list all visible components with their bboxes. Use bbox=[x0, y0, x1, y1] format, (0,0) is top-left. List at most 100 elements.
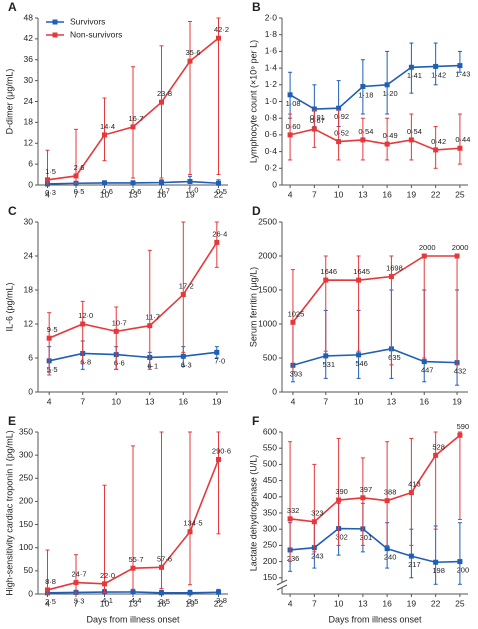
value-label: 1·08 bbox=[286, 99, 301, 108]
value-label: 17·2 bbox=[179, 282, 194, 291]
data-point bbox=[214, 239, 220, 245]
y-tick-label: 1·2 bbox=[265, 79, 278, 89]
y-axis-label: IL-6 (pg/mL) bbox=[4, 282, 14, 331]
data-point bbox=[433, 452, 439, 458]
legend-label: Survivors bbox=[70, 16, 105, 26]
value-label: 23·8 bbox=[157, 89, 172, 98]
x-tick-label: 4 bbox=[288, 598, 293, 608]
value-label: 1645 bbox=[353, 267, 370, 276]
data-point bbox=[102, 180, 107, 186]
data-point bbox=[113, 328, 119, 334]
data-point bbox=[287, 132, 293, 138]
y-tick-label: 2·0 bbox=[265, 12, 278, 22]
value-label: 546 bbox=[355, 359, 368, 368]
y-tick-label: 150 bbox=[263, 572, 277, 582]
data-point bbox=[408, 64, 414, 70]
y-tick-label: 30 bbox=[24, 216, 34, 226]
panel-label: D bbox=[252, 204, 261, 218]
data-point bbox=[73, 580, 79, 586]
axis-break bbox=[276, 579, 288, 586]
value-label: 0·60 bbox=[286, 122, 301, 131]
y-tick-label: 550 bbox=[263, 442, 277, 452]
y-tick-label: 24 bbox=[24, 250, 34, 260]
x-tick-label: 25 bbox=[455, 598, 465, 608]
series-line bbox=[49, 351, 217, 362]
value-label: 413 bbox=[408, 480, 421, 489]
y-tick-label: 0·2 bbox=[265, 163, 278, 173]
value-label: 0·54 bbox=[358, 127, 373, 136]
data-point bbox=[388, 274, 394, 280]
value-label: 0·42 bbox=[431, 137, 446, 146]
y-tick-label: 0 bbox=[28, 588, 33, 598]
value-label: 7·0 bbox=[214, 356, 225, 365]
data-point bbox=[130, 565, 136, 571]
value-label: 200 bbox=[457, 566, 470, 575]
y-tick-label: 6 bbox=[28, 352, 33, 362]
x-axis-label: Days from illness onset bbox=[328, 614, 422, 624]
value-label: 4·4 bbox=[131, 596, 142, 605]
y-tick-label: 200 bbox=[263, 556, 277, 566]
value-label: 0·3 bbox=[45, 188, 56, 197]
value-label: 390 bbox=[335, 487, 348, 496]
x-tick-label: 16 bbox=[382, 189, 392, 199]
x-tick-label: 10 bbox=[334, 189, 344, 199]
value-label: 6·8 bbox=[80, 357, 91, 366]
value-label: 302 bbox=[335, 533, 348, 542]
y-axis-label: Serum ferritin (μg/L) bbox=[248, 267, 258, 347]
data-point bbox=[290, 319, 296, 325]
panel-label: C bbox=[8, 204, 17, 218]
y-tick-label: 1·0 bbox=[265, 96, 278, 106]
value-label: 1·20 bbox=[383, 89, 398, 98]
data-point bbox=[73, 173, 79, 179]
value-label: 9·5 bbox=[47, 325, 58, 334]
data-point bbox=[457, 145, 463, 151]
data-point bbox=[159, 590, 164, 596]
y-tick-label: 1000 bbox=[258, 318, 277, 328]
value-label: 16·7 bbox=[128, 114, 143, 123]
x-tick-label: 7 bbox=[323, 396, 328, 406]
x-axis-label: Days from illness onset bbox=[86, 614, 180, 624]
data-point bbox=[336, 105, 342, 111]
y-tick-label: 2500 bbox=[258, 216, 277, 226]
x-tick-label: 13 bbox=[358, 598, 368, 608]
series-line bbox=[292, 255, 458, 323]
data-point bbox=[311, 106, 317, 112]
value-label: 2·5 bbox=[188, 597, 199, 606]
data-point bbox=[216, 456, 221, 462]
y-tick-label: 500 bbox=[263, 459, 277, 469]
value-label: 217 bbox=[408, 560, 421, 569]
series-line bbox=[289, 128, 460, 151]
value-label: 0·5 bbox=[216, 187, 227, 196]
value-label: 1·42 bbox=[431, 70, 446, 79]
series-line bbox=[48, 241, 218, 339]
data-point bbox=[336, 497, 342, 503]
y-tick-label: 300 bbox=[263, 523, 277, 533]
data-point bbox=[384, 546, 390, 552]
value-label: 2000 bbox=[419, 243, 436, 252]
y-tick-label: 450 bbox=[263, 475, 277, 485]
x-tick-label: 16 bbox=[179, 396, 189, 406]
x-tick-label: 16 bbox=[157, 189, 167, 199]
x-tick-label: 10 bbox=[112, 396, 122, 406]
data-point bbox=[408, 490, 414, 496]
value-label: 1·18 bbox=[358, 90, 373, 99]
data-point bbox=[130, 124, 136, 130]
x-tick-label: 13 bbox=[358, 189, 368, 199]
x-tick-label: 7 bbox=[74, 189, 79, 199]
legend-marker bbox=[52, 19, 58, 25]
value-label: 1·41 bbox=[407, 71, 422, 80]
value-label: 1698 bbox=[386, 264, 403, 273]
y-tick-label: 200 bbox=[19, 496, 33, 506]
data-point bbox=[408, 137, 414, 143]
value-label: 8·8 bbox=[45, 577, 56, 586]
value-label: 290·6 bbox=[212, 446, 231, 455]
x-tick-label: 7 bbox=[80, 396, 85, 406]
value-label: 14·4 bbox=[100, 122, 115, 131]
x-tick-label: 13 bbox=[145, 396, 155, 406]
x-tick-label: 16 bbox=[420, 396, 430, 406]
value-label: 323 bbox=[311, 509, 324, 518]
x-tick-label: 4 bbox=[291, 396, 296, 406]
y-axis-label: D-dimer (μg/mL) bbox=[4, 69, 14, 135]
value-label: 0·6 bbox=[102, 187, 113, 196]
